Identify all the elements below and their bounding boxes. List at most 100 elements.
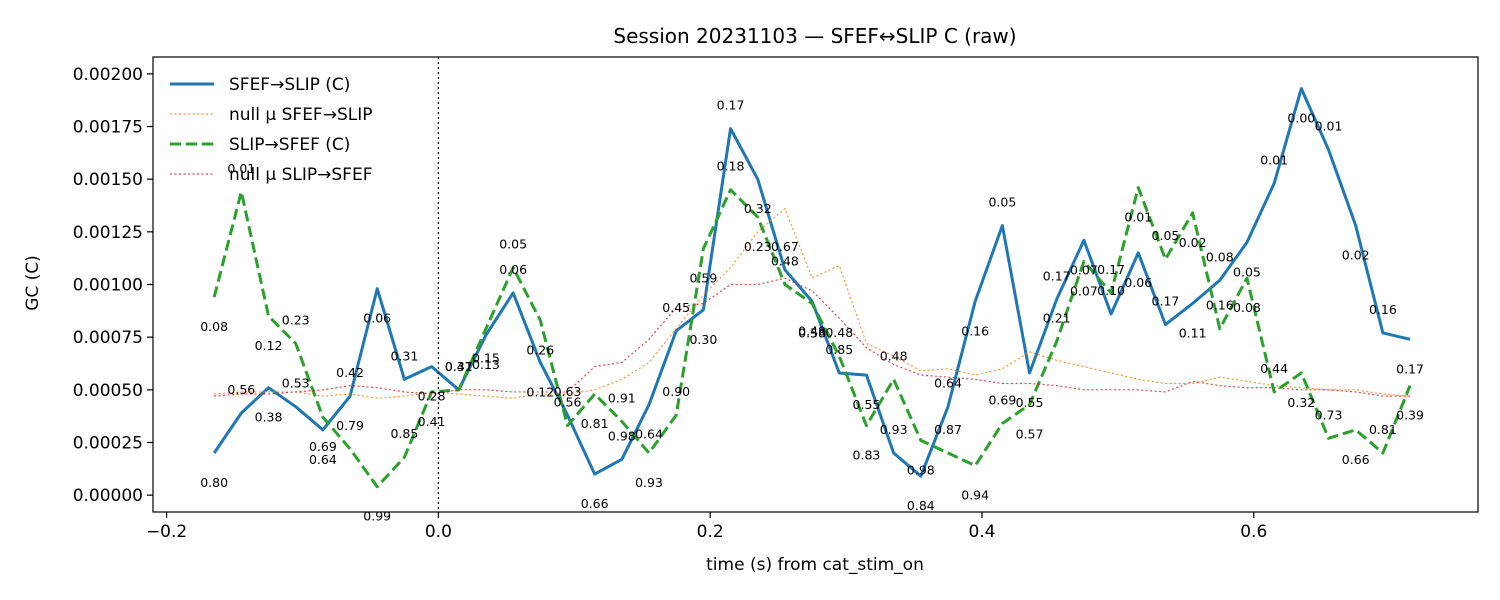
p-value-label: 0.85	[825, 342, 853, 357]
p-value-label: 0.56	[554, 395, 582, 410]
p-value-label: 0.64	[309, 452, 337, 467]
series-line-2	[212, 186, 1412, 489]
p-value-label: 0.81	[581, 416, 609, 431]
legend-label-1: null μ SFEF→SLIP	[229, 105, 372, 125]
p-value-label: 0.93	[880, 422, 908, 437]
legend-label-2: SLIP→SFEF (C)	[229, 135, 350, 155]
y-tick-label: 0.00050	[73, 381, 143, 401]
p-value-label: 0.58	[798, 325, 826, 340]
p-value-label: 0.06	[363, 311, 391, 326]
p-value-label: 0.08	[200, 319, 228, 334]
p-value-label: 0.56	[227, 382, 255, 397]
p-value-label: 0.30	[689, 332, 717, 347]
y-tick-label: 0.00025	[73, 433, 143, 453]
p-value-label: 0.17	[1043, 268, 1071, 283]
p-value-label: 0.63	[554, 384, 582, 399]
p-value-label: 0.23	[282, 312, 310, 327]
p-value-label: 0.66	[1342, 452, 1370, 467]
p-value-label: 0.80	[200, 475, 228, 490]
p-value-label: 0.66	[581, 496, 609, 511]
p-value-label: 0.02	[1179, 235, 1207, 250]
p-value-label: 0.90	[662, 384, 690, 399]
p-value-label: 0.42	[336, 365, 364, 380]
series-line-1	[214, 208, 1411, 399]
p-value-label: 0.59	[689, 271, 717, 286]
plot-frame	[152, 56, 1479, 513]
p-value-label: 0.16	[1369, 302, 1397, 317]
p-value-label: 0.15	[472, 351, 500, 366]
p-value-label: 0.99	[363, 509, 391, 524]
y-tick-label: 0.00200	[73, 65, 143, 85]
p-value-label: 0.13	[472, 357, 500, 372]
plot-area: 0.800.560.380.530.640.420.060.310.280.41…	[73, 56, 1479, 542]
p-value-label: 0.07	[1070, 262, 1098, 277]
y-axis-label: GC (C)	[23, 255, 43, 311]
p-value-label: 0.12	[526, 384, 554, 399]
p-value-label: 0.05	[1152, 228, 1180, 243]
p-value-label: 0.28	[418, 389, 446, 404]
p-value-label: 0.69	[309, 439, 337, 454]
x-tick-label: 0.4	[968, 522, 995, 542]
legend-label-3: null μ SLIP→SFEF	[229, 165, 372, 185]
p-value-label: 0.01	[1315, 119, 1343, 134]
legend: SFEF→SLIP (C) null μ SFEF→SLIP SLIP→SFEF (…	[170, 75, 372, 185]
legend-label-0: SFEF→SLIP (C)	[229, 75, 350, 95]
p-value-label: 0.73	[1315, 407, 1343, 422]
p-value-label: 0.67	[771, 239, 799, 254]
p-value-label: 0.98	[907, 462, 935, 477]
p-value-label: 0.08	[1206, 249, 1234, 264]
p-value-label: 0.81	[1369, 422, 1397, 437]
p-value-label: 0.45	[662, 300, 690, 315]
x-axis-label: time (s) from cat_stim_on	[706, 555, 924, 575]
p-value-label: 0.41	[445, 359, 473, 374]
p-value-label: 0.98	[608, 428, 636, 443]
p-value-label: 0.06	[1124, 275, 1152, 290]
x-tick-label: −0.2	[146, 522, 187, 542]
p-value-label: 0.32	[1287, 395, 1315, 410]
x-tick-label: 0.6	[1240, 522, 1267, 542]
chart-title: Session 20231103 — SFEF↔SLIP C (raw)	[613, 24, 1016, 48]
p-value-label: 0.87	[934, 422, 962, 437]
p-value-label: 0.02	[1342, 248, 1370, 263]
p-value-label: 0.53	[282, 376, 310, 391]
p-value-label: 0.07	[1070, 283, 1098, 298]
p-value-label: 0.12	[255, 338, 283, 353]
p-value-label: 0.08	[1233, 300, 1261, 315]
p-value-label: 0.79	[336, 418, 364, 433]
y-tick-label: 0.00175	[73, 118, 143, 138]
x-tick-label: 0.0	[425, 522, 452, 542]
p-value-label: 0.84	[907, 498, 935, 513]
p-value-label: 0.17	[1097, 262, 1125, 277]
p-value-label: 0.83	[853, 448, 881, 463]
p-value-label: 0.31	[390, 348, 418, 363]
p-value-label: 0.32	[744, 201, 772, 216]
p-value-label: 0.11	[1179, 325, 1207, 340]
p-value-label: 0.00	[1287, 111, 1315, 126]
p-value-label: 0.06	[499, 262, 527, 277]
p-value-label: 0.55	[1016, 395, 1044, 410]
p-value-label: 0.18	[717, 159, 745, 174]
x-tick-label: 0.2	[697, 522, 724, 542]
p-value-label: 0.01	[1124, 210, 1152, 225]
p-value-label: 0.69	[988, 393, 1016, 408]
p-value-label: 0.01	[1260, 152, 1288, 167]
p-value-label: 0.17	[717, 98, 745, 113]
series-line-0	[212, 87, 1411, 478]
p-value-label: 0.48	[798, 323, 826, 338]
p-value-label: 0.48	[771, 254, 799, 269]
p-value-label: 0.64	[635, 427, 663, 442]
p-value-label: 0.37	[445, 359, 473, 374]
p-value-label: 0.05	[988, 195, 1016, 210]
y-tick-label: 0.00150	[73, 170, 143, 190]
p-value-label: 0.44	[1260, 361, 1288, 376]
y-tick-label: 0.00125	[73, 223, 143, 243]
p-value-label: 0.23	[744, 239, 772, 254]
p-value-label: 0.05	[1233, 264, 1261, 279]
p-value-label: 0.26	[526, 342, 554, 357]
p-value-label: 0.94	[961, 488, 989, 503]
p-value-label: 0.85	[390, 426, 418, 441]
y-tick-label: 0.00000	[73, 486, 143, 506]
p-value-label: 0.17	[1152, 294, 1180, 309]
p-value-label: 0.39	[1396, 408, 1424, 423]
